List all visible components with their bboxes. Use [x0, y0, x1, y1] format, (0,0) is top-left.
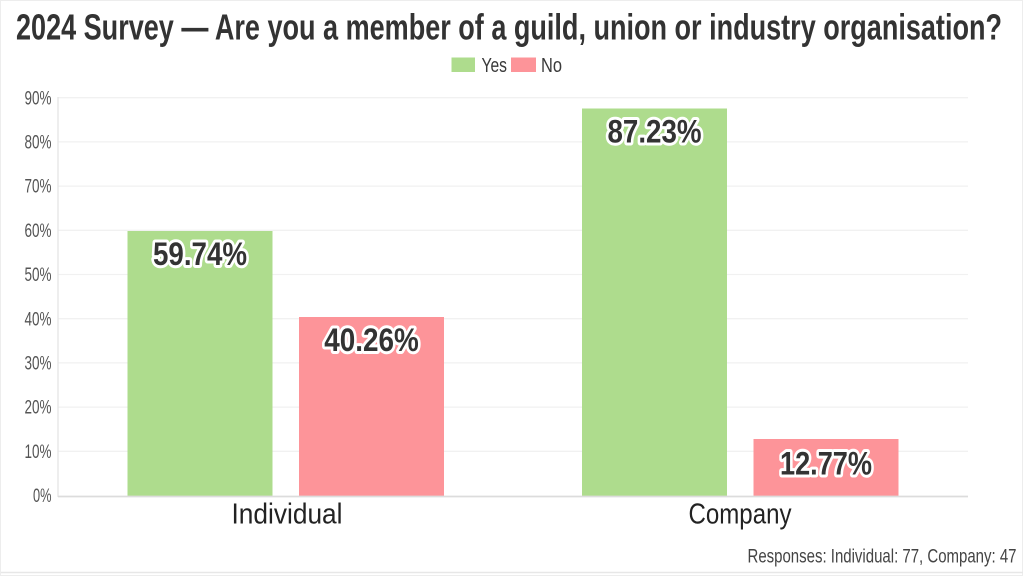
svg-text:50%: 50% [25, 265, 52, 286]
svg-text:60%: 60% [25, 221, 52, 242]
svg-text:10%: 10% [25, 442, 52, 463]
svg-text:40.26%: 40.26% [324, 322, 419, 358]
svg-text:59.74%: 59.74% [153, 236, 247, 272]
svg-text:0%: 0% [33, 486, 52, 507]
svg-text:12.77%: 12.77% [780, 446, 872, 482]
svg-text:90%: 90% [25, 88, 52, 109]
svg-text:20%: 20% [25, 398, 52, 419]
svg-text:80%: 80% [25, 133, 52, 154]
svg-text:30%: 30% [25, 354, 52, 375]
svg-text:2024 Survey — Are you a member: 2024 Survey — Are you a member of a guil… [16, 7, 1002, 48]
svg-text:87.23%: 87.23% [608, 114, 702, 150]
svg-text:Individual: Individual [232, 499, 343, 531]
svg-text:No: No [541, 55, 562, 77]
svg-text:40%: 40% [25, 309, 52, 330]
svg-text:Company: Company [689, 499, 792, 531]
svg-text:Yes: Yes [482, 55, 508, 77]
svg-text:70%: 70% [25, 177, 52, 198]
svg-text:Responses: Individual: 77, Com: Responses: Individual: 77, Company: 47 [748, 547, 1017, 568]
